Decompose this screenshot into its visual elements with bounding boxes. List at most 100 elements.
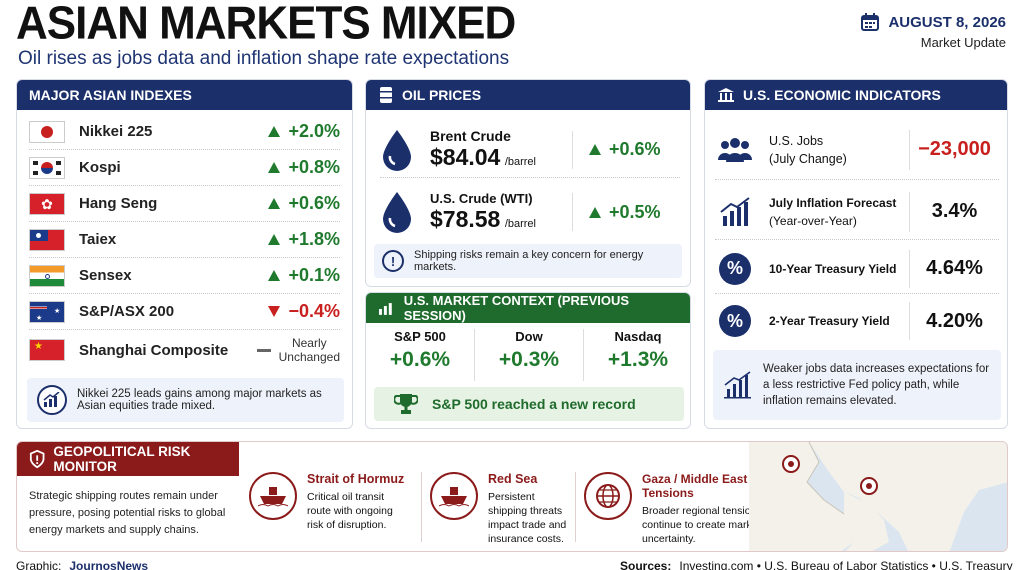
index-change: −0.4% [268,301,340,322]
econ-label-line2: (July Change) [769,151,847,166]
up-arrow-icon [589,206,601,218]
china-flag-icon: ★ [29,339,65,361]
geo-item-desc: Broader regional tensions continue to cr… [642,505,762,545]
middle-east-map [749,442,1007,551]
index-change: +0.6% [268,193,340,214]
geo-item-hormuz: Strait of Hormuz Critical oil transit rou… [249,472,409,542]
record-banner: S&P 500 reached a new record [374,387,684,421]
index-row: ★ Shanghai Composite Nearly Unchanged [29,330,340,370]
oil-info: U.S. Crude (WTI) $78.58 /barrel [430,191,566,233]
down-arrow-icon [268,306,281,317]
geo-item-text: Red Sea Persistent shipping threats impac… [488,472,571,545]
geo-intro: Strategic shipping routes remain under p… [29,490,226,536]
flat-change-line1: Nearly [291,336,327,350]
us-market-context-header: U.S. MARKET CONTEXT (PREVIOUS SESSION) [366,293,690,323]
econ-label: 10-Year Treasury Yield [769,262,909,276]
oil-drop-icon [383,129,411,171]
bar-chart-trend-icon [720,196,750,226]
oil-change: +0.6% [572,130,661,169]
context-item: S&P 500 +0.6% [366,329,475,381]
footer-graphic-value: JournosNews [69,559,149,570]
geopolitical-risk-card: GEOPOLITICAL RISK MONITOR Strategic ship… [16,441,1008,552]
geo-item-name: Gaza / Middle East Tensions [642,472,748,500]
oil-change-value: +0.6% [609,139,661,159]
context-item: Nasdaq +1.3% [584,329,690,381]
index-change-value: +2.0% [288,121,340,141]
oil-unit: /barrel [504,218,536,230]
econ-row-10yr: % 10-Year Treasury Yield 4.64% [715,244,999,294]
up-arrow-icon [268,270,281,281]
us-economic-indicators-title: U.S. ECONOMIC INDICATORS [743,87,941,103]
footer-sources-value: Investing.com • U.S. Bureau of Labor Sta… [679,559,1013,570]
globe-alert-icon [584,472,632,520]
econ-value: −23,000 [909,129,999,170]
geo-item-red-sea: Red Sea Persistent shipping threats impac… [421,472,571,545]
up-arrow-icon [268,234,281,245]
index-change: Nearly Unchanged [256,336,340,364]
econ-value: 3.4% [909,191,999,232]
oil-prices-card: OIL PRICES Brent Crude $84.04 /barrel +0… [365,79,691,287]
index-change-value: +1.8% [288,229,340,249]
chart-up-icon [378,303,392,315]
index-change: +2.0% [268,121,340,142]
trophy-icon [394,394,418,414]
record-text: S&P 500 reached a new record [432,396,636,412]
ship-icon [430,472,478,520]
date-text: AUGUST 8, 2026 [888,13,1006,31]
index-change-value: +0.1% [288,265,340,285]
south-korea-flag-icon [29,156,65,179]
oil-prices-header: OIL PRICES [366,80,690,110]
india-flag-icon [29,264,65,287]
oil-name: Brent Crude [430,128,511,144]
index-change-value: +0.8% [288,157,340,177]
econ-value: 4.64% [909,249,999,288]
context-name: S&P 500 [394,329,446,344]
oil-unit: /barrel [504,156,536,168]
ship-icon [249,472,297,520]
oil-name: U.S. Crude (WTI) [430,191,533,206]
index-name: Sensex [79,267,132,284]
econ-label: 2-Year Treasury Yield [769,314,909,328]
date-block: AUGUST 8, 2026 [860,12,1006,32]
context-item: Dow +0.3% [475,329,584,381]
geo-item-text: Gaza / Middle East Tensions Broader regio… [642,472,765,545]
oil-change: +0.5% [572,193,661,231]
up-arrow-icon [268,126,281,137]
geopolitical-risk-title: GEOPOLITICAL RISK MONITOR [53,444,191,474]
index-change: +1.8% [268,229,340,250]
shield-alert-icon [29,449,45,469]
econ-label-line1: 10-Year Treasury Yield [769,261,897,276]
index-name: Shanghai Composite [79,341,229,359]
index-change: +0.8% [268,157,340,178]
context-change: +1.3% [607,348,669,371]
percent-icon: % [719,305,751,337]
index-row: ★ ★ S&P/ASX 200 −0.4% [29,294,340,330]
index-change-value: −0.4% [288,301,340,321]
oil-price: $78.58 [430,206,501,232]
asian-indexes-card: MAJOR ASIAN INDEXES Nikkei 225 +2.0% Kos… [16,79,353,429]
oil-drop-icon [383,192,411,233]
index-row: ✿ Hang Seng +0.6% [29,186,340,222]
flat-dash-icon [256,348,271,352]
up-arrow-icon [268,162,281,173]
us-market-context-card: U.S. MARKET CONTEXT (PREVIOUS SESSION) S… [365,292,691,429]
index-row: Kospi +0.8% [29,150,340,186]
oil-note: ! Shipping risks remain a key concern fo… [374,244,682,278]
people-icon [718,137,752,162]
market-update-label: Market Update [920,35,1006,50]
geopolitical-risk-header: GEOPOLITICAL RISK MONITOR [17,442,239,476]
oil-row-brent: Brent Crude $84.04 /barrel +0.6% [380,122,680,178]
oil-price: $84.04 [430,144,501,170]
index-name: Kospi [79,159,121,176]
footer-sources: Sources: Investing.com • U.S. Bureau of … [620,560,1013,570]
asian-indexes-header: MAJOR ASIAN INDEXES [17,80,352,110]
econ-label: U.S. Jobs (July Change) [769,132,909,168]
econ-row-jobs: U.S. Jobs (July Change) −23,000 [715,120,999,180]
us-market-context-title: U.S. MARKET CONTEXT (PREVIOUS SESSION) [403,293,630,323]
geo-item-desc: Critical oil transit route with ongoing … [307,491,393,531]
econ-label-line2: (Year-over-Year) [769,213,857,228]
context-indexes: S&P 500 +0.6% Dow +0.3% Nasdaq +1.3% [366,329,690,381]
context-change: +0.3% [498,348,560,371]
index-change: +0.1% [268,265,340,286]
geo-item-gaza: Gaza / Middle East Tensions Broader regio… [575,472,765,545]
